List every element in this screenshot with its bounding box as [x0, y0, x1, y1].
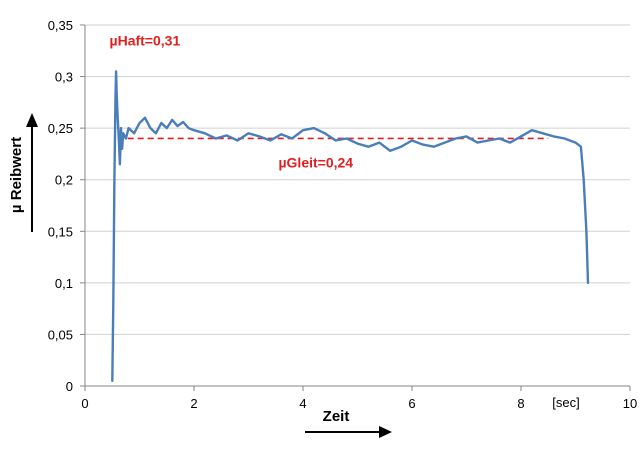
- x-axis-title: Zeit: [323, 408, 350, 425]
- x-unit-label: [sec]: [552, 395, 579, 410]
- y-tick-label: 0,05: [48, 327, 73, 342]
- x-axis-title-group: Zeit: [305, 408, 392, 438]
- y-tick-label: 0,15: [48, 224, 73, 239]
- y-axis-arrow-head: [26, 113, 38, 127]
- axis-layer: [84, 25, 630, 387]
- x-tick-label: 6: [408, 396, 415, 411]
- y-axis-title: µ Reibwert: [8, 137, 25, 213]
- x-tick-label: 2: [190, 396, 197, 411]
- y-tick-label: 0,35: [48, 18, 73, 33]
- y-tick-label: 0,25: [48, 121, 73, 136]
- y-axis-title-group: µ Reibwert: [8, 113, 38, 232]
- static-friction-annotation: µHaft=0,31: [110, 33, 181, 49]
- grid-layer: [85, 24, 630, 335]
- annotation-layer: µHaft=0,31 µGleit=0,24: [110, 33, 354, 171]
- x-tick-label: 8: [517, 396, 524, 411]
- friction-coefficient-series-line: [111, 70, 590, 382]
- series-layer: [111, 70, 590, 382]
- y-tick-label: 0,3: [55, 70, 73, 85]
- x-tick-label: 4: [299, 396, 306, 411]
- y-tick-label: 0: [66, 379, 73, 394]
- tick-layer: 0 0,05 0,1 0,15 0,2 0,25 0,3 0,35 0 2 4 6 8 10: [48, 18, 638, 411]
- x-tick-label: 0: [81, 396, 88, 411]
- y-tick-label: 0,1: [55, 276, 73, 291]
- x-axis-arrow-head: [379, 426, 392, 438]
- sliding-friction-annotation: µGleit=0,24: [278, 154, 353, 170]
- x-tick-label: 10: [623, 396, 637, 411]
- y-tick-label: 0,2: [55, 173, 73, 188]
